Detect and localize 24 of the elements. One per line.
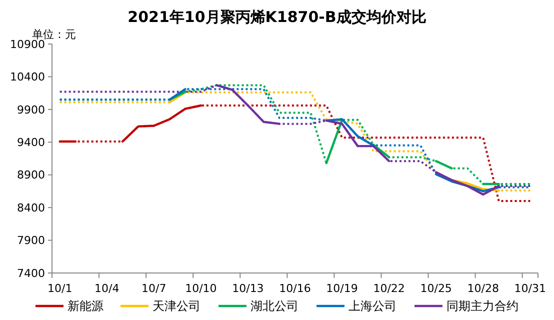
x-tick-label: 10/16: [279, 282, 311, 295]
x-tick-label: 10/10: [185, 282, 217, 295]
legend-label: 同期主力合约: [446, 299, 518, 313]
x-tick-label: 10/19: [326, 282, 358, 295]
y-tick-label: 8400: [17, 201, 45, 214]
x-tick-label: 10/22: [373, 282, 405, 295]
y-tick-label: 10400: [10, 70, 45, 84]
x-tick-label: 10/25: [420, 282, 452, 295]
legend-label: 湖北公司: [250, 299, 298, 313]
y-tick-label: 9900: [17, 103, 45, 116]
x-tick-label: 10/28: [467, 282, 499, 295]
legend-label: 新能源: [68, 299, 104, 313]
y-tick-label: 9400: [17, 136, 45, 149]
x-tick-label: 10/31: [514, 282, 546, 295]
x-tick-label: 10/1: [47, 282, 72, 295]
y-tick-label: 7400: [17, 266, 45, 280]
chart-title: 2021年10月聚丙烯K1870-B成交均价对比: [128, 8, 426, 26]
x-tick-label: 10/4: [94, 282, 120, 295]
x-tick-label: 10/13: [232, 282, 264, 295]
legend-label: 上海公司: [348, 299, 396, 313]
y-tick-label: 7900: [17, 234, 45, 248]
x-tick-label: 10/7: [142, 282, 166, 295]
y-tick-label: 8900: [17, 168, 45, 182]
legend-label: 天津公司: [152, 299, 200, 313]
